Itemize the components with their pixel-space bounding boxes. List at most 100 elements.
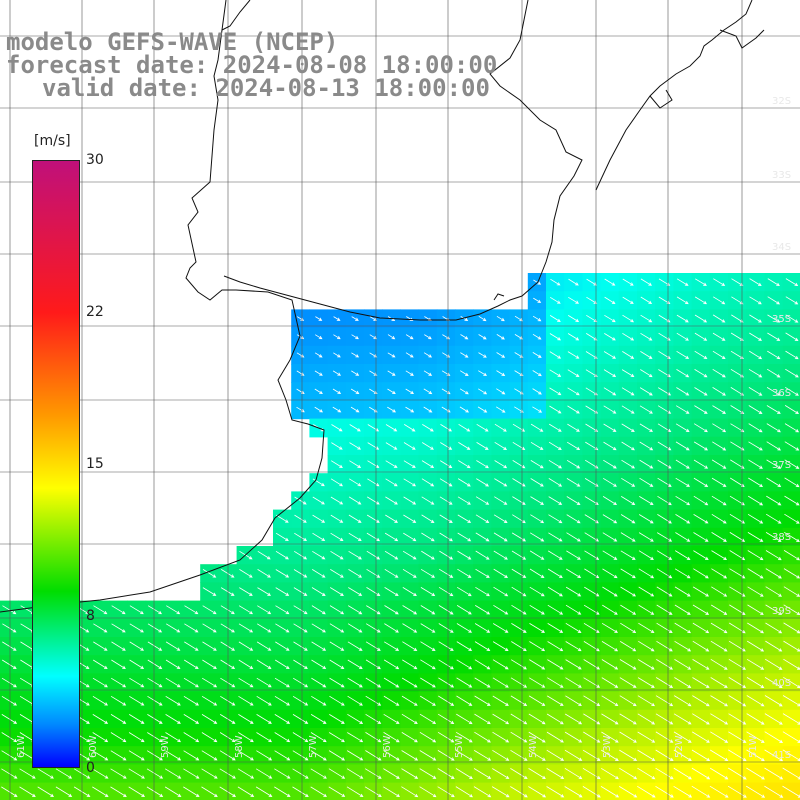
wind-arrow [547,623,564,633]
wind-arrow [514,334,524,340]
wind-arrow [387,334,396,340]
wind-arrow [330,496,344,505]
wind-arrow [385,514,398,523]
wind-cell [782,364,800,383]
wind-cell [782,309,800,329]
wind-arrow [438,695,455,706]
wind-arrow [728,731,747,743]
wind-arrow [638,622,655,634]
wind-arrow [784,441,800,451]
wind-arrow [510,713,528,725]
wind-arrow [474,677,491,688]
wind-arrow [728,713,747,725]
wind-arrow [709,785,729,798]
wind-arrow [438,586,454,597]
wind-arrow [184,641,199,651]
wind-arrow [585,405,599,414]
wind-arrow [640,278,653,286]
wind-arrow [420,587,436,597]
wind-cell [473,782,492,800]
wind-arrow [456,695,473,706]
wind-arrow [694,296,708,305]
wind-arrow [238,714,254,724]
wind-arrow [92,750,109,761]
wind-arrow [402,659,418,670]
wind-arrow [146,750,163,761]
wind-arrow [111,659,126,670]
wind-arrow [747,532,764,542]
wind-arrow [530,514,545,524]
wind-arrow [674,604,691,615]
wind-arrow [601,731,619,743]
wind-arrow [331,442,343,450]
wind-arrow [692,659,710,670]
wind-arrow [346,768,364,779]
wind-arrow [532,370,542,377]
wind-cell [764,782,784,800]
wind-arrow [255,786,273,797]
wind-arrow [275,569,290,578]
wind-arrow [619,731,637,743]
wind-arrow [475,532,490,542]
wind-cell [382,782,401,800]
wind-arrow [619,677,637,688]
wind-arrow [567,351,580,359]
wind-arrow [728,695,747,707]
wind-arrow [604,296,616,304]
wind-arrow [529,550,545,560]
wind-arrow [347,713,364,724]
wind-arrow [747,622,765,634]
wind-arrow [511,532,527,542]
wind-arrow [691,785,711,798]
wind-cell [782,546,800,565]
wind-arrow [457,514,472,523]
wind-arrow [712,314,726,323]
wind-cell [782,273,800,292]
wind-arrow [566,550,581,560]
wind-arrow [567,423,580,432]
wind-arrow [349,460,362,468]
wind-arrow [510,659,527,670]
wind-arrow [767,296,781,305]
lat-label: 32S [772,96,791,107]
wind-arrow [219,714,236,724]
lat-label: 34S [772,242,791,253]
wind-arrow [147,623,163,633]
wind-arrow [437,750,455,761]
wind-arrow [237,750,254,761]
wind-arrow [655,767,674,780]
wind-arrow [437,713,455,725]
wind-arrow [711,513,727,524]
wind-arrow [710,731,729,743]
wind-arrow [655,677,674,688]
wind-arrow [496,388,506,395]
wind-arrow [676,278,689,286]
wind-arrow [347,732,364,743]
wind-arrow [220,569,235,578]
wind-arrow [532,388,542,395]
wind-arrow [657,514,672,524]
wind-arrow [512,423,526,432]
wind-arrow [387,352,396,358]
lon-label: 61W [16,735,27,758]
wind-arrow [746,731,765,743]
wind-arrow [201,695,218,706]
wind-cell [236,782,256,800]
wind-arrow [673,731,692,743]
wind-cell [782,455,800,474]
wind-arrow [728,640,746,652]
wind-arrow [765,513,782,524]
wind-arrow [330,550,344,560]
wind-arrow [495,406,506,413]
wind-arrow [494,423,507,432]
wind-arrow [512,496,526,505]
wind-arrow [19,786,36,797]
lon-label: 51W [748,735,759,758]
wind-arrow [275,550,289,560]
wind-arrow [494,496,508,505]
wind-cell [527,782,547,800]
wind-arrow [673,785,693,798]
wind-arrow [621,387,635,396]
wind-arrow [566,496,581,505]
